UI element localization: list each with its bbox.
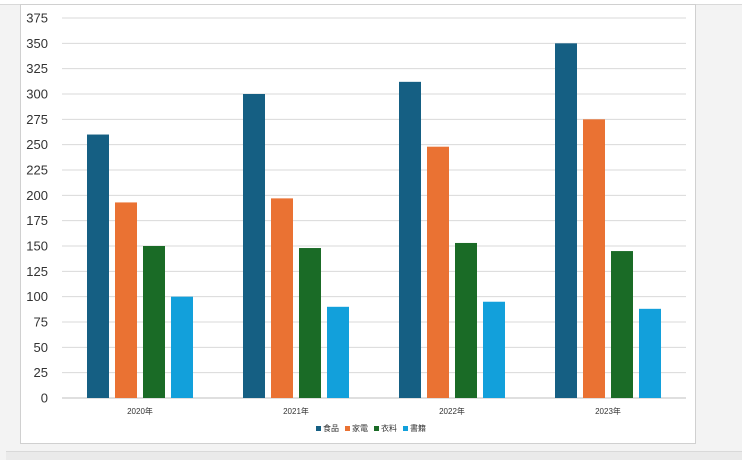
- y-tick-label: 75: [34, 315, 48, 330]
- y-tick-label: 200: [26, 188, 48, 203]
- bar-1-3[interactable]: [143, 246, 165, 398]
- legend-swatch: [403, 426, 408, 431]
- y-tick-label: 25: [34, 365, 48, 380]
- legend-label: 食品: [323, 423, 339, 433]
- legend-label: 書籍: [410, 423, 426, 433]
- bar-2-2[interactable]: [271, 198, 293, 398]
- y-tick-label: 100: [26, 289, 48, 304]
- bar-1-2[interactable]: [115, 202, 137, 398]
- bar-3-1[interactable]: [399, 81, 421, 398]
- spreadsheet-bottom-bar: [6, 451, 742, 460]
- legend-swatch: [345, 426, 350, 431]
- legend-swatch: [316, 426, 321, 431]
- bar-2-1[interactable]: [243, 94, 265, 398]
- bar-3-4[interactable]: [483, 301, 505, 398]
- y-tick-label: 325: [26, 61, 48, 76]
- y-tick-label: 250: [26, 137, 48, 152]
- x-category-label: 2020年: [127, 406, 153, 416]
- legend-swatch: [374, 426, 379, 431]
- x-category-label: 2023年: [595, 406, 621, 416]
- y-tick-label: 50: [34, 340, 48, 355]
- bar-2-3[interactable]: [299, 248, 321, 398]
- bar-4-1[interactable]: [555, 43, 577, 398]
- y-tick-label: 375: [26, 11, 48, 26]
- y-tick-label: 150: [26, 239, 48, 254]
- bar-4-4[interactable]: [639, 308, 661, 398]
- bar-4-2[interactable]: [583, 119, 605, 398]
- y-tick-label: 225: [26, 163, 48, 178]
- x-category-label: 2022年: [439, 406, 465, 416]
- y-tick-label: 175: [26, 213, 48, 228]
- bar-4-3[interactable]: [611, 251, 633, 398]
- legend-label: 家電: [352, 423, 368, 433]
- legend-label: 衣料: [381, 423, 397, 433]
- y-tick-label: 125: [26, 264, 48, 279]
- bar-2-4[interactable]: [327, 306, 349, 398]
- x-category-label: 2021年: [283, 406, 309, 416]
- bar-3-3[interactable]: [455, 242, 477, 398]
- bar-1-1[interactable]: [87, 134, 109, 399]
- y-tick-label: 350: [26, 36, 48, 51]
- bar-3-2[interactable]: [427, 146, 449, 398]
- y-tick-label: 0: [41, 391, 48, 406]
- bar-1-4[interactable]: [171, 296, 193, 398]
- y-tick-label: 275: [26, 112, 48, 127]
- y-tick-label: 300: [26, 87, 48, 102]
